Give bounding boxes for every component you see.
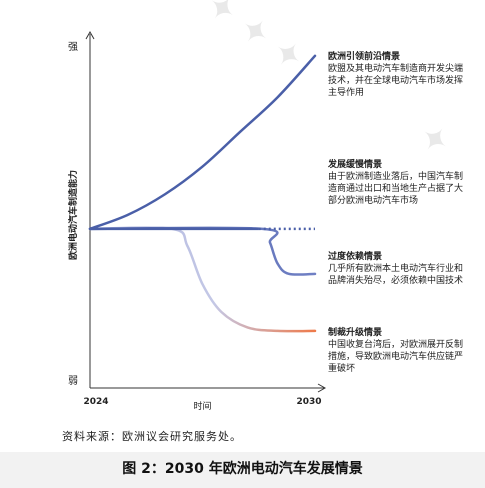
x-axis-arrow: [317, 383, 327, 393]
scenario-desc-depend: 几乎所有欧洲本土电动汽车行业和品牌消失殆尽，必须依赖中国技术: [328, 264, 464, 286]
scenario-title-depend: 过度依赖情景: [328, 252, 383, 262]
scenario-desc-lead: 欧盟及其电动汽车制造商开发尖端技术，并在全球电动汽车市场发挥主导作用: [328, 64, 464, 98]
scenario-title-lead: 欧洲引领前沿情景: [328, 52, 401, 62]
scenario-title-slow: 发展缓慢情景: [328, 160, 383, 170]
series-line-lead: [88, 54, 317, 231]
scenario-title-sanction: 制裁升级情景: [328, 328, 383, 338]
caption-bar: [0, 452, 485, 488]
x-tick-label-end: 2030: [296, 397, 321, 407]
y-axis-arrow: [85, 30, 95, 40]
figure-caption: 图 2：2030 年欧洲电动汽车发展情景: [122, 461, 363, 477]
scenario-desc-sanction: 中国收复台湾后，对欧洲展开反制措施，导致欧洲电动汽车供应链严重破坏: [328, 340, 464, 374]
x-axis-title: 时间: [193, 400, 211, 412]
source-note: 资料来源：欧洲议会研究服务处。: [62, 430, 242, 443]
scenario-desc-slow: 由于欧洲制造业落后，中国汽车制造商通过出口和当地生产占据了大部分欧洲电动汽车市场: [328, 172, 464, 206]
series-line-dependence: [88, 226, 317, 276]
x-tick-label-start: 2024: [83, 397, 108, 407]
y-axis-title: 欧洲电动汽车制造能力: [67, 170, 79, 260]
y-axis-top-label: 强: [68, 41, 78, 53]
y-axis-bottom-label: 弱: [68, 375, 78, 387]
series-line-sanction: [88, 226, 317, 333]
